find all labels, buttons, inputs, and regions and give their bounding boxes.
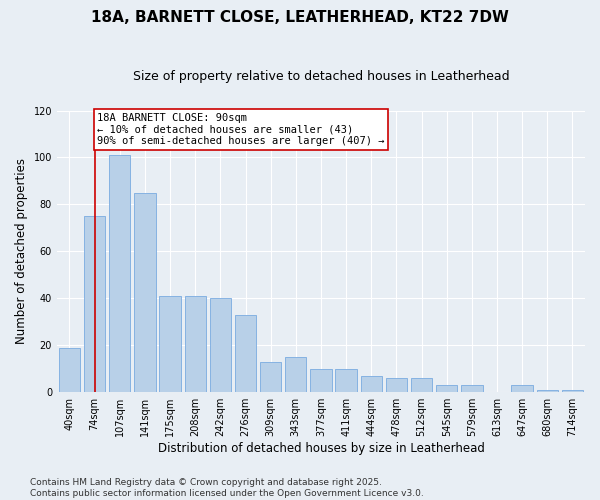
Bar xyxy=(185,296,206,392)
Bar xyxy=(235,315,256,392)
Text: 18A BARNETT CLOSE: 90sqm
← 10% of detached houses are smaller (43)
90% of semi-d: 18A BARNETT CLOSE: 90sqm ← 10% of detach… xyxy=(97,113,385,146)
Bar xyxy=(134,192,155,392)
Bar xyxy=(285,357,307,392)
Bar xyxy=(59,348,80,392)
Bar xyxy=(84,216,106,392)
Bar xyxy=(511,385,533,392)
Bar xyxy=(562,390,583,392)
X-axis label: Distribution of detached houses by size in Leatherhead: Distribution of detached houses by size … xyxy=(158,442,484,455)
Title: Size of property relative to detached houses in Leatherhead: Size of property relative to detached ho… xyxy=(133,70,509,83)
Bar xyxy=(310,368,332,392)
Bar xyxy=(109,155,130,392)
Bar xyxy=(436,385,457,392)
Bar xyxy=(461,385,482,392)
Bar xyxy=(361,376,382,392)
Bar xyxy=(411,378,432,392)
Bar xyxy=(160,296,181,392)
Bar xyxy=(386,378,407,392)
Text: 18A, BARNETT CLOSE, LEATHERHEAD, KT22 7DW: 18A, BARNETT CLOSE, LEATHERHEAD, KT22 7D… xyxy=(91,10,509,25)
Y-axis label: Number of detached properties: Number of detached properties xyxy=(15,158,28,344)
Text: Contains HM Land Registry data © Crown copyright and database right 2025.
Contai: Contains HM Land Registry data © Crown c… xyxy=(30,478,424,498)
Bar xyxy=(209,298,231,392)
Bar xyxy=(335,368,357,392)
Bar xyxy=(260,362,281,392)
Bar xyxy=(536,390,558,392)
